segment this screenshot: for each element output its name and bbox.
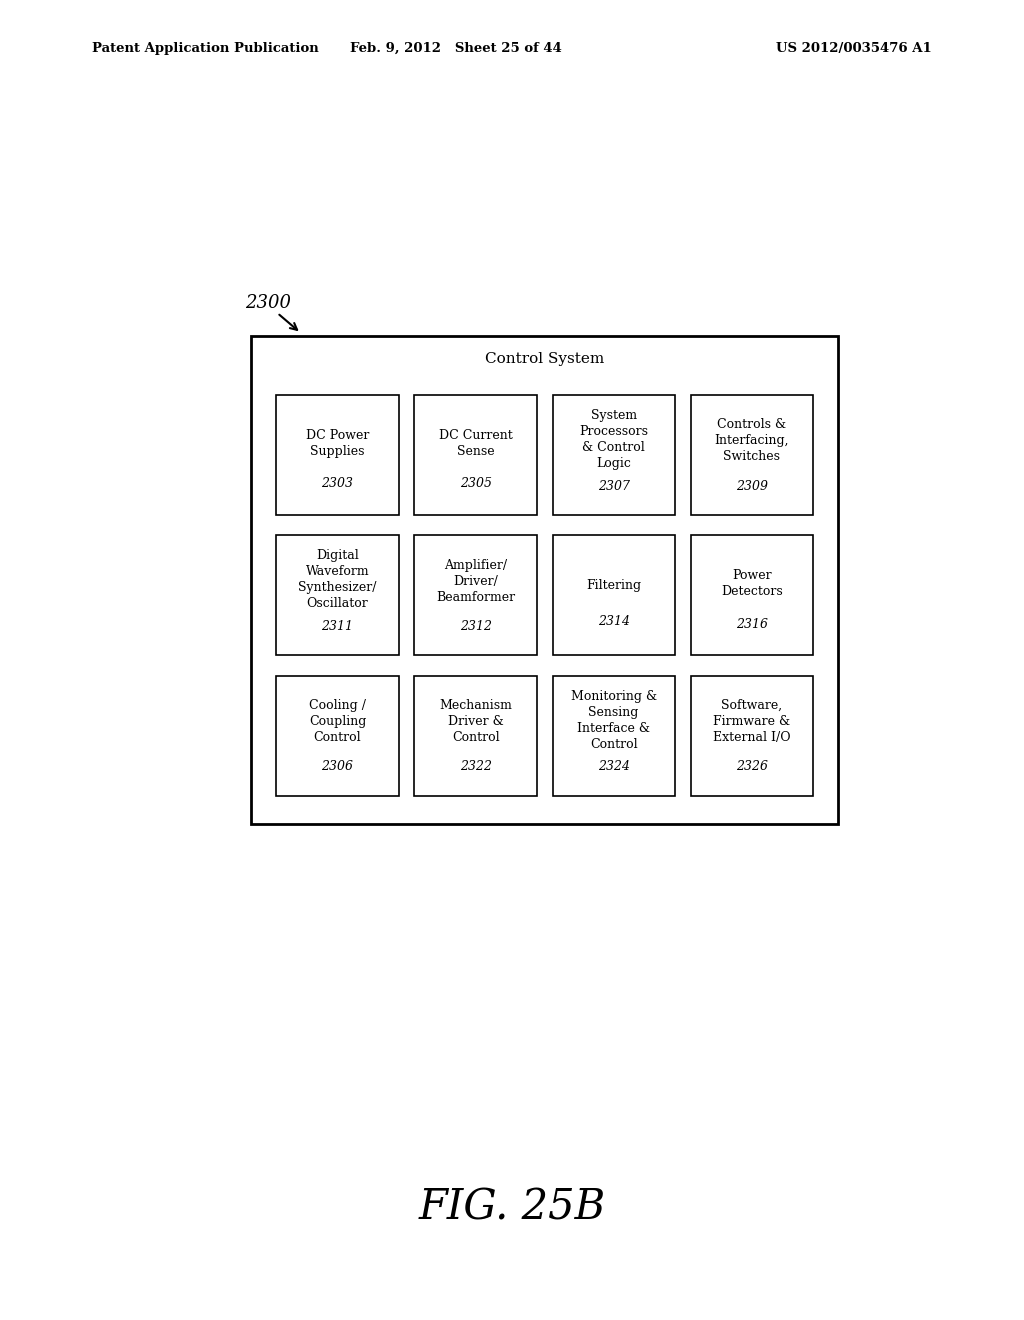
Text: 2309: 2309 bbox=[736, 480, 768, 492]
Bar bbox=[553, 676, 675, 796]
Text: Controls &
Interfacing,
Switches: Controls & Interfacing, Switches bbox=[715, 418, 790, 463]
Text: 2306: 2306 bbox=[322, 760, 353, 774]
Bar bbox=[276, 395, 398, 515]
Text: Cooling /
Coupling
Control: Cooling / Coupling Control bbox=[309, 698, 367, 744]
Bar bbox=[553, 536, 675, 656]
Text: 2305: 2305 bbox=[460, 478, 492, 491]
Bar bbox=[415, 395, 537, 515]
Text: System
Processors
& Control
Logic: System Processors & Control Logic bbox=[580, 409, 648, 470]
Text: 2300: 2300 bbox=[246, 294, 292, 312]
Bar bbox=[415, 676, 537, 796]
Bar bbox=[690, 536, 813, 656]
Text: Control System: Control System bbox=[485, 351, 604, 366]
Text: Filtering: Filtering bbox=[586, 579, 641, 593]
Bar bbox=[276, 676, 398, 796]
Text: 2322: 2322 bbox=[460, 760, 492, 774]
Text: DC Current
Sense: DC Current Sense bbox=[438, 429, 512, 458]
Text: Feb. 9, 2012   Sheet 25 of 44: Feb. 9, 2012 Sheet 25 of 44 bbox=[350, 42, 561, 54]
Text: Power
Detectors: Power Detectors bbox=[721, 569, 782, 598]
Text: 2307: 2307 bbox=[598, 480, 630, 492]
Text: Mechanism
Driver &
Control: Mechanism Driver & Control bbox=[439, 698, 512, 744]
Bar bbox=[553, 395, 675, 515]
Text: 2303: 2303 bbox=[322, 478, 353, 491]
Text: FIG. 25B: FIG. 25B bbox=[419, 1187, 605, 1229]
Text: 2311: 2311 bbox=[322, 620, 353, 634]
Text: 2314: 2314 bbox=[598, 615, 630, 628]
Bar bbox=[690, 676, 813, 796]
Text: US 2012/0035476 A1: US 2012/0035476 A1 bbox=[776, 42, 932, 54]
Bar bbox=[251, 337, 839, 824]
Text: Software,
Firmware &
External I/O: Software, Firmware & External I/O bbox=[713, 698, 791, 744]
Text: Amplifier/
Driver/
Beamformer: Amplifier/ Driver/ Beamformer bbox=[436, 558, 515, 603]
Text: 2316: 2316 bbox=[736, 618, 768, 631]
Text: DC Power
Supplies: DC Power Supplies bbox=[306, 429, 370, 458]
Text: Monitoring &
Sensing
Interface &
Control: Monitoring & Sensing Interface & Control bbox=[570, 689, 656, 751]
Bar bbox=[415, 536, 537, 656]
Text: 2312: 2312 bbox=[460, 620, 492, 634]
Text: Digital
Waveform
Synthesizer/
Oscillator: Digital Waveform Synthesizer/ Oscillator bbox=[298, 549, 377, 610]
Bar bbox=[276, 536, 398, 656]
Text: 2324: 2324 bbox=[598, 760, 630, 774]
Text: Patent Application Publication: Patent Application Publication bbox=[92, 42, 318, 54]
Text: 2326: 2326 bbox=[736, 760, 768, 774]
Bar bbox=[690, 395, 813, 515]
